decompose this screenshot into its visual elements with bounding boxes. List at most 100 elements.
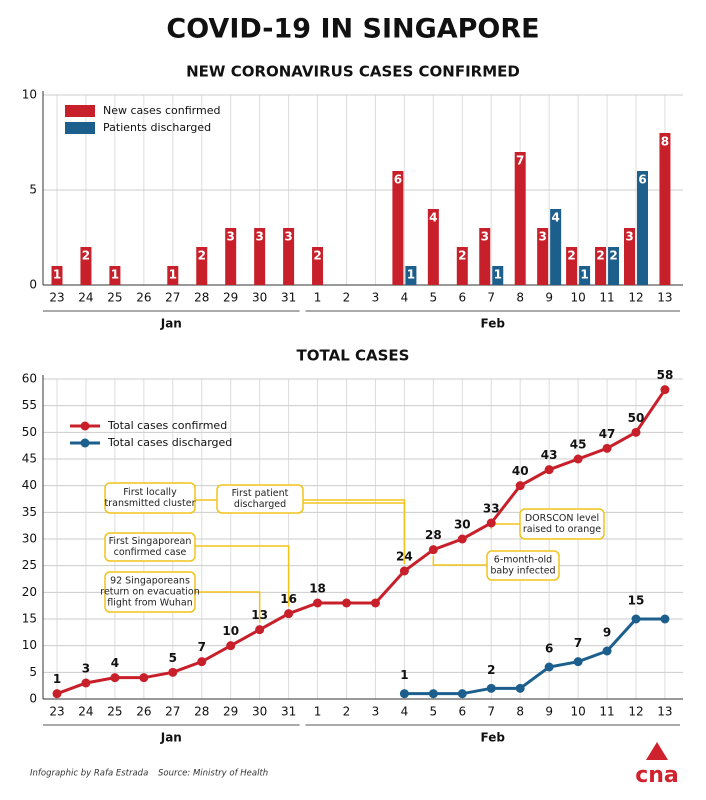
y-tick-label: 60 — [22, 372, 37, 386]
annotation-text: transmitted cluster — [105, 498, 196, 509]
bar — [392, 171, 404, 285]
bar — [196, 247, 208, 285]
x-tick-label: 24 — [78, 705, 93, 719]
bar — [550, 209, 562, 285]
x-tick-label: 6 — [458, 705, 466, 719]
data-label: 1 — [169, 268, 177, 282]
point — [457, 534, 467, 544]
data-label: 3 — [538, 230, 546, 244]
point — [81, 678, 91, 688]
data-label: 2 — [458, 249, 466, 263]
legend-swatch — [80, 421, 90, 431]
data-label: 15 — [628, 594, 645, 608]
x-tick-label: 3 — [372, 705, 380, 719]
data-label: 6 — [638, 173, 646, 187]
point — [52, 689, 62, 699]
data-label: 45 — [570, 438, 587, 452]
annotation-text: return on evacuation — [100, 587, 199, 598]
y-tick-label: 30 — [22, 532, 37, 546]
point — [399, 566, 409, 576]
x-tick-label: 5 — [430, 291, 438, 305]
annotation-connector — [195, 545, 290, 607]
data-label: 9 — [603, 626, 611, 640]
group-label: Feb — [481, 317, 506, 331]
legend-swatch — [65, 122, 95, 134]
x-tick-label: 11 — [599, 291, 614, 305]
data-label: 28 — [425, 528, 442, 542]
data-label: 3 — [625, 230, 633, 244]
annotation-connector — [432, 555, 487, 566]
point — [110, 673, 120, 683]
legend-label: Patients discharged — [103, 121, 211, 134]
x-tick-label: 6 — [458, 291, 466, 305]
x-tick-label: 11 — [599, 705, 614, 719]
x-tick-label: 24 — [78, 291, 93, 305]
point — [486, 518, 496, 528]
bar — [283, 228, 295, 285]
x-tick-label: 31 — [281, 291, 296, 305]
annotation-box — [104, 482, 196, 514]
annotation-text: flight from Wuhan — [107, 598, 193, 609]
bar — [659, 133, 671, 285]
point — [255, 625, 265, 635]
point — [139, 673, 149, 683]
legend-swatch — [80, 438, 90, 448]
x-tick-label: 12 — [628, 291, 643, 305]
x-tick-label: 10 — [570, 291, 585, 305]
bar — [595, 247, 607, 285]
credit: Infographic by Rafa Estrada — [30, 769, 148, 779]
data-label: 1 — [580, 268, 588, 282]
y-tick-label: 50 — [22, 425, 37, 439]
annotation-text: 6-month-old — [494, 555, 552, 566]
data-label: 2 — [487, 663, 495, 677]
data-label: 4 — [429, 211, 437, 225]
x-tick-label: 30 — [252, 705, 267, 719]
point — [342, 598, 351, 608]
data-label: 1 — [53, 672, 61, 686]
data-label: 1 — [494, 268, 502, 282]
data-label: 2 — [82, 249, 90, 263]
point — [544, 465, 554, 475]
y-tick-label: 35 — [22, 505, 37, 519]
x-tick-label: 27 — [165, 705, 180, 719]
x-tick-label: 8 — [516, 291, 524, 305]
y-tick-label: 40 — [22, 478, 37, 492]
x-tick-label: 29 — [223, 705, 238, 719]
annotation-box — [104, 532, 196, 562]
group-label: Feb — [481, 731, 506, 745]
data-label: 58 — [657, 368, 674, 382]
bar — [566, 247, 578, 285]
point — [168, 667, 178, 677]
annotation-text: 92 Singaporeans — [110, 576, 190, 587]
point — [631, 427, 641, 437]
bar — [637, 171, 648, 285]
x-tick-label: 3 — [372, 291, 380, 305]
y-tick-label: 0 — [29, 278, 37, 292]
annotation-text: First locally — [123, 487, 177, 498]
data-label: 43 — [541, 448, 558, 462]
x-tick-label: 30 — [252, 291, 267, 305]
point — [515, 481, 525, 491]
page-title: COVID-19 IN SINGAPORE — [166, 14, 539, 45]
data-label: 7 — [574, 636, 582, 650]
x-tick-label: 7 — [487, 705, 495, 719]
annotation-box — [486, 550, 560, 581]
y-tick-label: 5 — [29, 665, 37, 679]
bar — [254, 228, 266, 285]
x-tick-label: 28 — [194, 705, 209, 719]
chart-title: TOTAL CASES — [297, 347, 410, 365]
annotation-connector — [303, 502, 406, 564]
legend-label: Total cases confirmed — [107, 419, 227, 432]
point — [457, 689, 467, 699]
data-label: 24 — [396, 550, 413, 564]
logo-mark — [646, 742, 668, 760]
bar — [167, 266, 179, 285]
point — [226, 641, 236, 651]
data-label: 50 — [628, 411, 645, 425]
annotation-box — [216, 484, 304, 514]
data-label: 5 — [169, 651, 177, 665]
y-tick-label: 0 — [29, 692, 37, 706]
point — [428, 689, 438, 699]
x-tick-label: 31 — [281, 705, 296, 719]
